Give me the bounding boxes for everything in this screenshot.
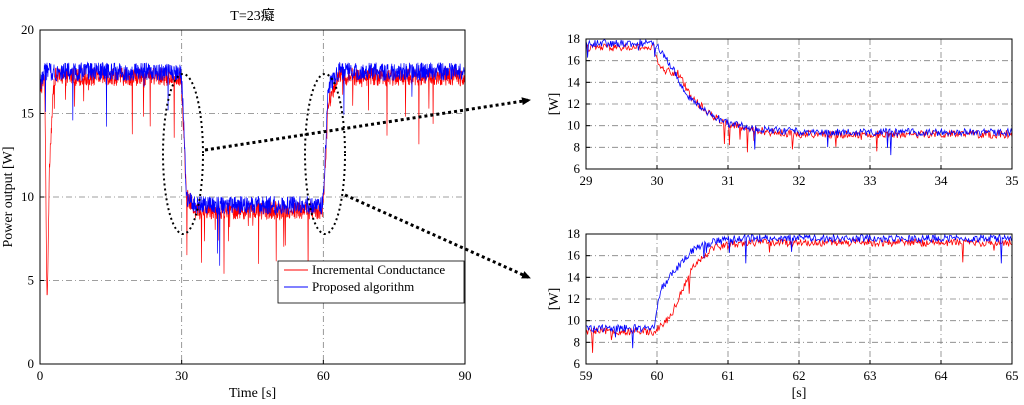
main-ytick-label: 15 [21,106,34,121]
zoom2-xtick-label: 62 [793,368,806,383]
main-legend: Incremental Conductance Proposed algorith… [277,260,465,304]
main-ytick-label: 0 [28,356,35,371]
zoom2-ylabel: [W] [547,288,562,311]
zoom1-xtick-label: 30 [651,173,664,188]
zoom-ellipse-right [304,73,346,235]
zoom1-ytick-label: 6 [574,161,581,176]
zoom2-ytick-label: 18 [567,226,580,241]
zoom1-xtick-label: 29 [580,173,593,188]
zoom2-series-incremental-conductance [586,237,1012,353]
zoom1-series-proposed-algorithm [586,39,1012,156]
zoom1-ytick-label: 10 [567,118,580,133]
zoom1-chart: 29 30 31 32 33 34 35 6 8 10 12 14 16 18 [W] [547,31,1019,188]
legend-label: Incremental Conductance [312,262,445,277]
zoom1-ytick-label: 8 [574,139,581,154]
zoom1-xtick-label: 31 [722,173,735,188]
main-ytick-label: 20 [21,22,34,37]
zoom1-ytick-label: 14 [567,74,581,89]
zoom2-ytick-label: 14 [567,269,581,284]
zoom2-ytick-label: 10 [567,313,580,328]
zoom2-xtick-label: 60 [651,368,664,383]
zoom2-xtick-label: 59 [580,368,593,383]
legend-box [277,260,465,304]
zoom2-series-proposed-algorithm [586,234,1012,349]
main-ylabel: Power output [W] [1,146,16,247]
main-series-proposed-algorithm [40,61,465,266]
zoom2-chart: 59 60 61 62 63 64 65 6 8 10 12 14 16 18 [s] [W] [547,226,1019,401]
zoom1-ytick-label: 16 [567,53,581,68]
zoom1-ylabel: [W] [547,93,562,116]
zoom-arrow-top [204,97,531,152]
zoom1-xtick-label: 33 [864,173,877,188]
main-xtick-label: 0 [37,368,44,383]
zoom2-ytick-label: 12 [567,291,580,306]
zoom2-xtick-label: 61 [722,368,735,383]
main-xtick-label: 60 [317,368,330,383]
main-xtick-label: 90 [459,368,472,383]
zoom1-xtick-label: 35 [1006,173,1019,188]
zoom2-xlabel: [s] [792,386,807,401]
zoom2-xtick-label: 63 [864,368,877,383]
annotation-layer [162,73,531,280]
main-ytick-label: 10 [21,189,34,204]
zoom1-xtick-label: 34 [935,173,949,188]
zoom-arrow-bottom [344,193,531,280]
main-title: T=23癡 [230,7,274,24]
main-xlabel: Time [s] [229,386,276,401]
main-chart: 0 30 60 90 0 5 10 15 20 T=23癡 Time [s] Power output… [1,7,472,401]
zoom1-ytick-label: 12 [567,96,580,111]
legend-label: Proposed algorithm [312,279,414,294]
zoom2-ytick-label: 6 [574,356,581,371]
zoom1-xtick-label: 32 [793,173,806,188]
main-xtick-label: 30 [175,368,188,383]
zoom1-ytick-label: 18 [567,31,580,46]
zoom2-ytick-label: 16 [567,248,581,263]
main-ytick-label: 5 [28,273,35,288]
zoom2-ytick-label: 8 [574,334,581,349]
zoom2-xtick-label: 64 [935,368,949,383]
zoom-ellipse-left [162,73,204,235]
zoom2-xtick-label: 65 [1006,368,1019,383]
